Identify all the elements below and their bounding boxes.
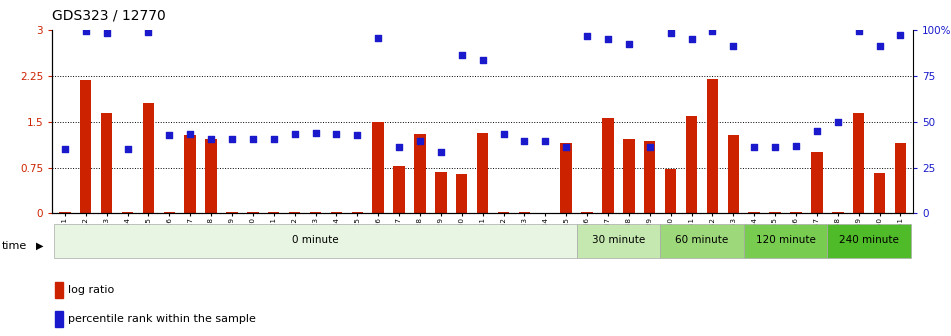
Point <box>183 131 198 137</box>
Point <box>663 30 678 35</box>
Bar <box>122 212 133 213</box>
Point <box>684 37 699 42</box>
Bar <box>853 113 864 213</box>
Bar <box>790 212 802 213</box>
Bar <box>247 212 259 213</box>
Bar <box>832 212 844 213</box>
Point <box>537 139 553 144</box>
Point <box>600 37 615 42</box>
Point <box>747 145 762 150</box>
Bar <box>226 212 238 213</box>
Point <box>455 52 470 57</box>
Point <box>392 145 407 150</box>
Point <box>287 131 302 137</box>
Bar <box>59 212 70 213</box>
Point <box>516 139 532 144</box>
Text: ▶: ▶ <box>36 241 44 251</box>
Point <box>245 136 261 141</box>
Bar <box>80 80 91 213</box>
Point <box>413 139 428 144</box>
Point <box>141 29 156 35</box>
Bar <box>665 169 676 213</box>
Bar <box>415 134 426 213</box>
Point <box>350 132 365 138</box>
Bar <box>54 311 63 327</box>
Point <box>162 132 177 138</box>
Point <box>621 41 636 46</box>
Bar <box>576 224 660 258</box>
Text: percentile rank within the sample: percentile rank within the sample <box>68 314 256 324</box>
Point <box>308 130 323 135</box>
Point <box>705 29 720 34</box>
Bar <box>289 212 301 213</box>
Point <box>329 131 344 137</box>
Bar <box>518 212 530 213</box>
Bar <box>660 224 744 258</box>
Text: 0 minute: 0 minute <box>292 235 339 245</box>
Bar <box>686 116 697 213</box>
Point <box>120 146 135 152</box>
Text: 30 minute: 30 minute <box>592 235 645 245</box>
Bar <box>436 172 447 213</box>
Bar <box>394 166 405 213</box>
Bar <box>101 113 112 213</box>
Point <box>809 128 825 134</box>
Point <box>642 145 657 150</box>
Point <box>767 145 783 150</box>
Point <box>224 136 240 141</box>
Text: 60 minute: 60 minute <box>675 235 728 245</box>
Bar <box>644 141 655 213</box>
Point <box>579 34 594 39</box>
Point <box>99 30 114 35</box>
Bar <box>54 282 63 298</box>
Bar <box>581 212 592 213</box>
Point <box>872 43 887 48</box>
Point <box>558 145 573 150</box>
Bar <box>310 212 321 213</box>
Point <box>475 57 491 62</box>
Point <box>204 136 219 141</box>
Bar <box>744 224 827 258</box>
Bar <box>268 212 280 213</box>
Point <box>893 33 908 38</box>
Bar <box>331 212 342 213</box>
Bar <box>205 139 217 213</box>
Point <box>434 150 449 155</box>
Point <box>371 35 386 40</box>
Bar <box>707 79 718 213</box>
Point <box>726 43 741 48</box>
Bar <box>352 212 363 213</box>
Text: 240 minute: 240 minute <box>839 235 899 245</box>
Text: GDS323 / 12770: GDS323 / 12770 <box>52 8 166 23</box>
Bar <box>728 135 739 213</box>
Point <box>830 119 845 125</box>
Bar <box>623 139 634 213</box>
Bar <box>164 212 175 213</box>
Bar <box>497 212 510 213</box>
Point <box>851 29 866 34</box>
Point <box>495 131 511 137</box>
Bar <box>748 212 760 213</box>
Bar <box>373 122 384 213</box>
Point <box>266 136 281 141</box>
Text: 120 minute: 120 minute <box>756 235 815 245</box>
Text: log ratio: log ratio <box>68 285 114 295</box>
Bar <box>560 143 572 213</box>
Bar <box>143 103 154 213</box>
Bar <box>827 224 911 258</box>
Bar <box>769 212 781 213</box>
Point <box>57 146 72 152</box>
Bar <box>811 152 823 213</box>
Bar <box>602 118 613 213</box>
Bar <box>476 133 489 213</box>
Bar <box>874 173 885 213</box>
Bar <box>456 174 468 213</box>
Bar <box>54 224 576 258</box>
Bar <box>184 135 196 213</box>
Text: time: time <box>2 241 28 251</box>
Bar <box>895 143 906 213</box>
Point <box>78 29 93 34</box>
Point <box>788 143 804 149</box>
